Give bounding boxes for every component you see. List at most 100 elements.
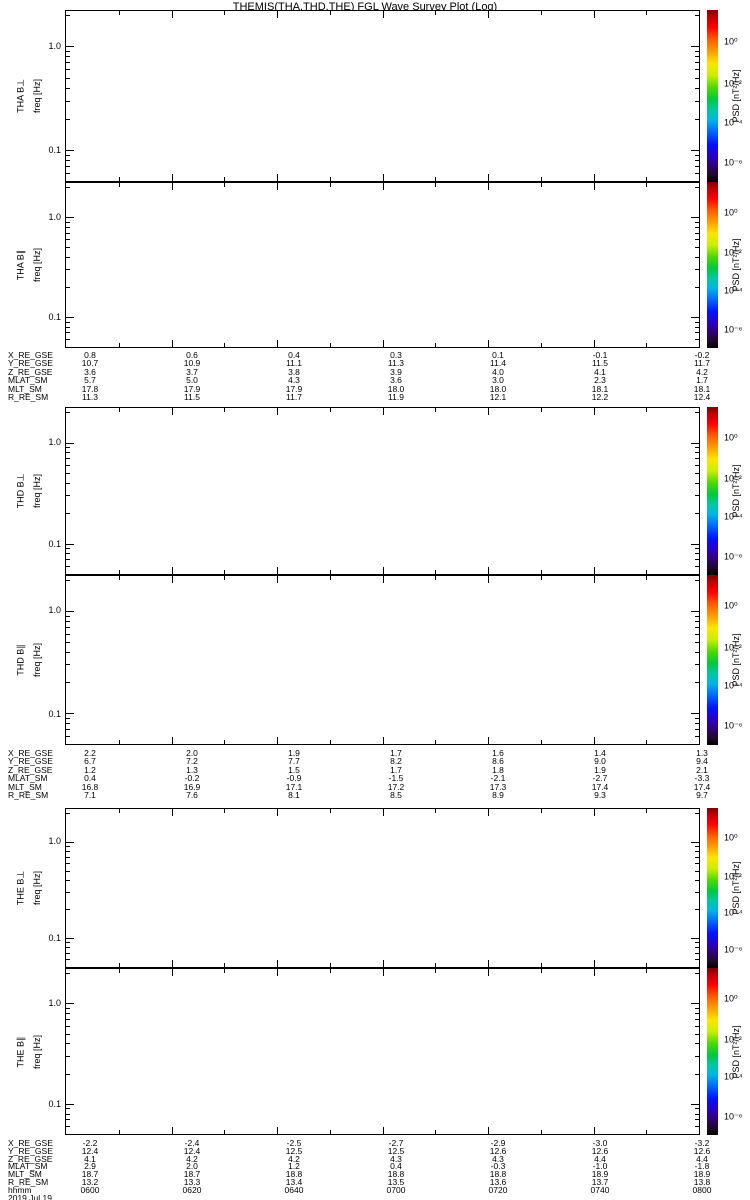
axis-tick: [119, 177, 120, 181]
axis-tick: [66, 443, 74, 444]
axis-tick: [66, 1056, 70, 1057]
axis-tick: [695, 1013, 699, 1014]
eph-value: 2.2: [84, 748, 96, 758]
eph-value: 13.8: [693, 1177, 711, 1187]
axis-tick: [695, 155, 699, 156]
eph-value: 18.8: [489, 1169, 507, 1180]
axis-tick: [119, 740, 120, 744]
axis-tick: [695, 465, 699, 466]
axis-tick: [66, 1008, 70, 1009]
eph-value: -3.2: [694, 1138, 710, 1148]
axis-tick: [695, 548, 699, 549]
axis-tick: [695, 1056, 699, 1057]
eph-value: 3.0: [492, 375, 504, 386]
axis-tick: [594, 737, 595, 744]
colorbar-tick-label: 10⁻⁴: [724, 1071, 743, 1082]
axis-tick: [277, 183, 278, 190]
ytick-label: 0.1: [48, 933, 61, 944]
axis-tick: [66, 51, 70, 52]
axis-tick: [695, 62, 699, 63]
axis-tick: [695, 1034, 699, 1035]
eph-value: 7.1: [84, 790, 96, 800]
colorbar-tick-label: 10⁰: [724, 600, 738, 611]
eph-value: 18.1: [591, 383, 609, 394]
colorbar-tick-label: 10⁻⁴: [724, 907, 743, 918]
axis-tick: [66, 155, 70, 156]
axis-tick: [695, 1074, 699, 1075]
axis-tick: [66, 62, 70, 63]
plot-frame: [65, 182, 700, 348]
axis-tick: [66, 447, 70, 448]
axis-tick: [488, 183, 489, 190]
plot-frame: [65, 575, 700, 745]
panel-y-label: THA B⊥: [15, 79, 26, 113]
axis-tick: [66, 953, 70, 954]
eph-row: Z_RE_GSE 1.2 1.3 1.5 1.7 1.8 1.9 2.1: [0, 765, 750, 775]
axis-tick: [695, 332, 699, 333]
axis-tick: [66, 56, 70, 57]
colorbar-tick-label: 10⁻⁴: [724, 285, 743, 296]
axis-tick: [695, 846, 699, 847]
axis-tick: [695, 1026, 699, 1027]
axis-tick: [435, 177, 436, 181]
axis-tick: [695, 233, 699, 234]
eph-value: -0.2: [694, 350, 710, 360]
axis-tick: [66, 813, 70, 814]
eph-row: Y_RE_GSE 6.7 7.2 7.7 8.2 8.6 9.0 9.4: [0, 756, 750, 767]
axis-tick: [646, 963, 647, 967]
axis-tick: [66, 729, 70, 730]
eph-row-label: Y_RE_GSE: [8, 756, 53, 767]
axis-tick: [695, 1108, 699, 1109]
axis-tick: [330, 343, 331, 347]
axis-tick: [172, 737, 173, 744]
colorbar-axis-label: PSD [nT²/Hz]: [731, 69, 741, 123]
eph-value: -1.8: [694, 1161, 710, 1172]
plot-frame: [65, 10, 700, 182]
axis-tick: [66, 548, 70, 549]
eph-value: 5.7: [84, 375, 96, 386]
axis-tick: [119, 969, 120, 973]
axis-tick: [541, 963, 542, 967]
eph-row-label: X_RE_GSE: [8, 350, 53, 360]
eph-row: X_RE_GSE -2.2 -2.4 -2.5 -2.7 -2.9 -3.0 -3.2: [0, 1138, 750, 1148]
axis-tick: [435, 570, 436, 574]
colorbar-tick-label: 10⁻⁶: [724, 324, 743, 335]
eph-value: 0.3: [390, 350, 402, 360]
axis-tick: [435, 408, 436, 412]
axis-tick: [383, 809, 384, 816]
ytick-label: 0.1: [48, 145, 61, 156]
axis-tick: [695, 953, 699, 954]
axis-tick: [224, 809, 225, 813]
eph-value: -2.2: [82, 1138, 98, 1148]
axis-tick: [277, 174, 278, 181]
axis-tick: [541, 576, 542, 580]
eph-value: 9.7: [696, 790, 708, 800]
eph-value: -1.0: [592, 1161, 608, 1172]
eph-value: 2.9: [84, 1161, 96, 1172]
eph-value: 12.4: [693, 392, 711, 402]
eph-value: 11.9: [388, 392, 404, 402]
axis-tick: [488, 1127, 489, 1134]
eph-row: Z_RE_GSE 3.6 3.7 3.8 3.9 4.0 4.1 4.2: [0, 366, 750, 377]
eph-value: 4.3: [492, 1153, 504, 1164]
axis-tick: [66, 880, 70, 881]
axis-tick: [541, 408, 542, 412]
axis-tick: [66, 513, 70, 514]
axis-tick: [66, 269, 70, 270]
eph-value: 8.1: [288, 790, 300, 800]
axis-tick: [66, 544, 74, 545]
axis-tick: [383, 1127, 384, 1134]
eph-value: 4.0: [492, 366, 504, 377]
axis-tick: [695, 652, 699, 653]
eph-value: -1.5: [388, 773, 404, 784]
eph-row-label: Y_RE_GSE: [8, 358, 53, 369]
eph-value: -0.3: [490, 1161, 506, 1172]
axis-tick: [66, 15, 70, 16]
eph-value: 3.6: [84, 366, 96, 377]
axis-tick: [277, 737, 278, 744]
eph-value: 0700: [386, 1184, 406, 1195]
panel-y-label: THE B⊥: [15, 870, 26, 906]
axis-tick: [695, 973, 699, 974]
axis-tick: [224, 969, 225, 973]
axis-tick: [224, 740, 225, 744]
